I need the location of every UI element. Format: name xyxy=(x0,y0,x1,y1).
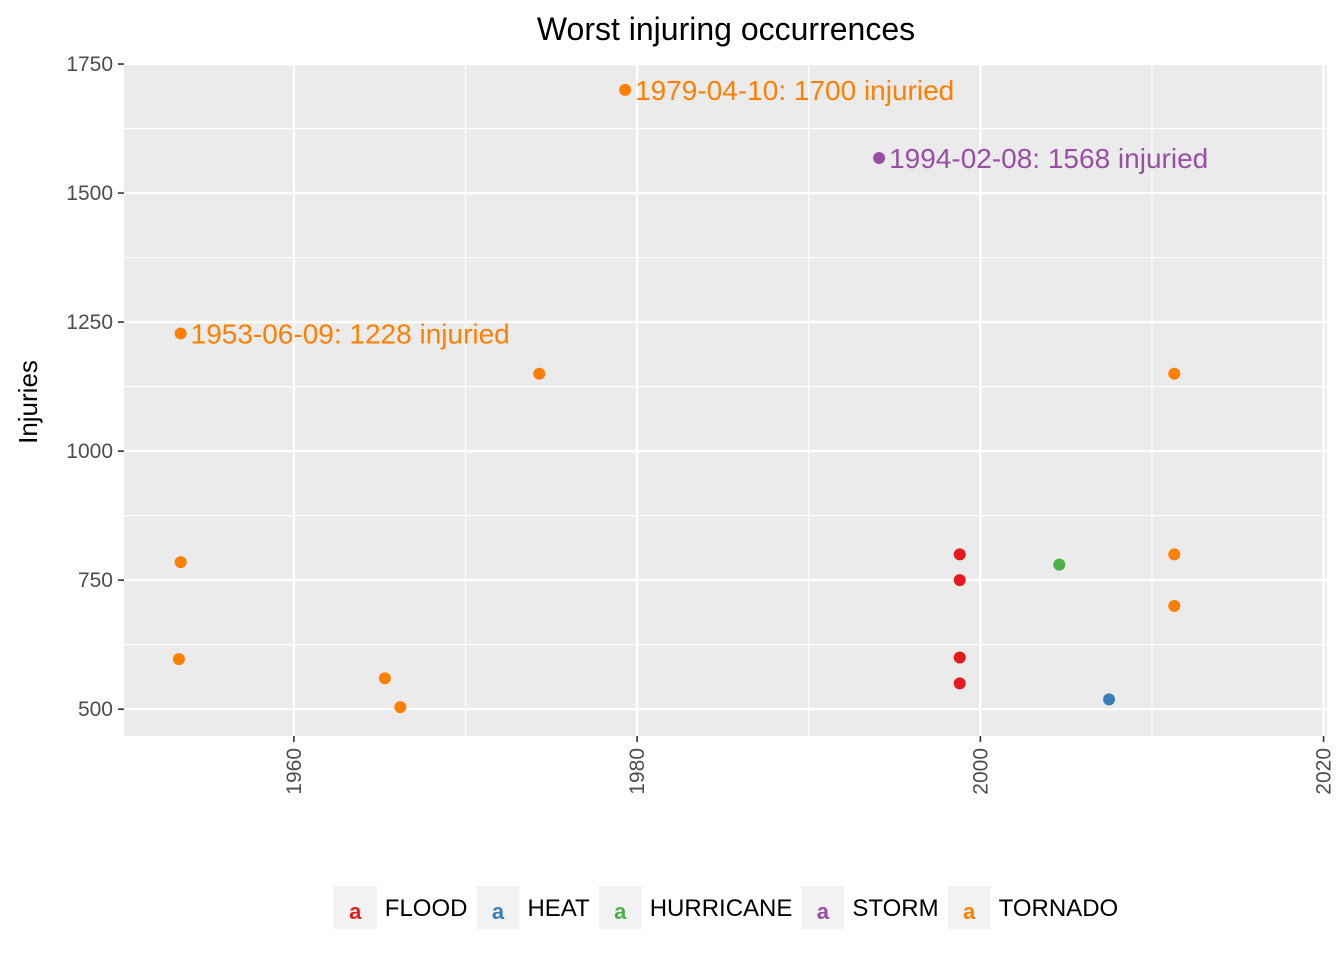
data-point-tornado xyxy=(1168,367,1181,380)
data-point-heat xyxy=(1103,693,1116,706)
legend-key-flood xyxy=(333,886,377,929)
x-tick-label: 1960 xyxy=(283,748,306,795)
legend-label-flood: FLOOD xyxy=(385,895,468,922)
legend-glyph-heat: a xyxy=(492,899,505,924)
legend-glyph-hurricane: a xyxy=(614,899,627,924)
legend-label-heat: HEAT xyxy=(527,895,590,922)
y-tick-label: 1750 xyxy=(66,53,113,76)
plot-panel xyxy=(124,63,1327,736)
major-gridlines xyxy=(124,62,1327,736)
y-axis-title: Injuries xyxy=(13,360,43,444)
y-tick-label: 1500 xyxy=(66,182,113,205)
legend-glyph-flood: a xyxy=(349,899,362,924)
data-point-storm xyxy=(873,151,886,164)
data-point-tornado xyxy=(619,83,632,96)
data-point-tornado xyxy=(1168,548,1181,561)
x-tick-label: 2020 xyxy=(1313,748,1336,795)
y-tick-label: 1000 xyxy=(66,440,113,463)
x-tick-label: 2000 xyxy=(969,748,992,795)
minor-gridlines xyxy=(124,63,1327,736)
legend-label-tornado: TORNADO xyxy=(999,895,1119,922)
legend: a FLOOD a HEAT a HURRICANE a STORM a TORNADO xyxy=(333,886,1119,929)
point-annotation: 1953-06-09: 1228 injuried xyxy=(191,318,510,349)
point-annotation: 1979-04-10: 1700 injuried xyxy=(635,75,954,106)
point-annotation: 1994-02-08: 1568 injuried xyxy=(889,143,1208,174)
legend-label-storm: STORM xyxy=(852,895,938,922)
legend-glyph-storm: a xyxy=(817,899,830,924)
chart-title: Worst injuring occurrences xyxy=(537,11,915,47)
data-point-tornado xyxy=(394,701,407,714)
point-annotations: 1979-04-10: 1700 injuried 1994-02-08: 156… xyxy=(191,75,1209,350)
axes: 1960 1980 2000 2020 500 750 1000 1250 1500 1750 xyxy=(66,53,1335,795)
data-point-flood xyxy=(953,677,966,690)
data-point-flood xyxy=(953,651,966,664)
data-point-tornado xyxy=(378,672,391,685)
legend-key-hurricane xyxy=(598,886,642,929)
legend-key-heat xyxy=(476,886,520,929)
legend-key-storm xyxy=(801,886,845,929)
data-point-tornado xyxy=(1168,599,1181,612)
data-point-tornado xyxy=(174,327,187,340)
x-tick-label: 1980 xyxy=(626,748,649,795)
data-point-flood xyxy=(953,574,966,587)
legend-glyph-tornado: a xyxy=(963,899,976,924)
data-point-tornado xyxy=(172,653,185,666)
data-point-hurricane xyxy=(1053,558,1066,571)
legend-label-hurricane: HURRICANE xyxy=(650,895,793,922)
y-tick-label: 1250 xyxy=(66,311,113,334)
data-points xyxy=(172,83,1181,714)
y-tick-label: 500 xyxy=(78,698,113,721)
data-point-tornado xyxy=(174,556,187,569)
legend-key-tornado xyxy=(947,886,991,929)
y-tick-label: 750 xyxy=(78,569,113,592)
data-point-tornado xyxy=(533,367,546,380)
data-point-flood xyxy=(953,548,966,561)
